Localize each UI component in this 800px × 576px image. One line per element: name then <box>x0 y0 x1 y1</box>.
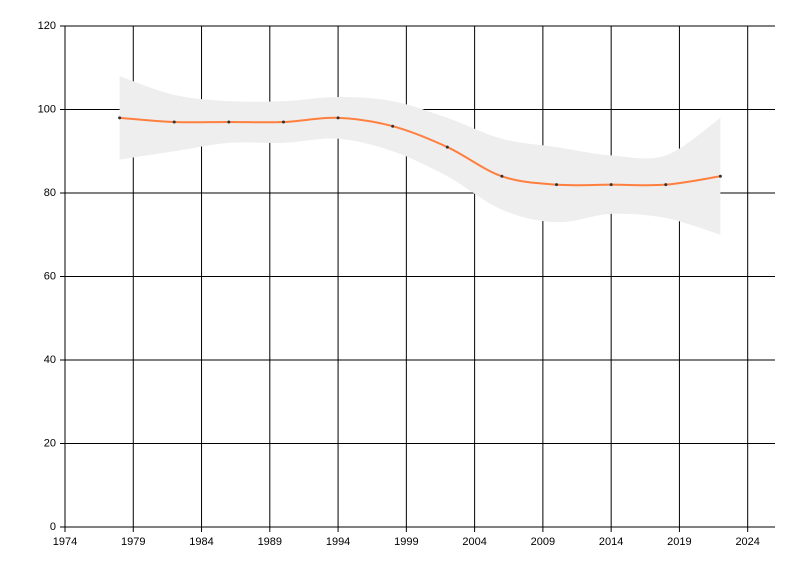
point <box>336 116 340 120</box>
point <box>500 174 504 178</box>
point <box>118 116 122 120</box>
x-tick-label: 1974 <box>53 536 77 548</box>
y-tick-label: 0 <box>50 521 56 533</box>
x-tick-label: 1994 <box>326 536 350 548</box>
y-tick-label: 120 <box>38 20 56 32</box>
x-tick-label: 2024 <box>735 536 759 548</box>
point <box>172 120 176 124</box>
point <box>281 120 285 124</box>
x-tick-label: 2004 <box>462 536 486 548</box>
x-tick-label: 1984 <box>189 536 213 548</box>
x-tick-label: 1999 <box>394 536 418 548</box>
y-tick-label: 80 <box>44 187 56 199</box>
x-tick-label: 2009 <box>531 536 555 548</box>
point <box>664 183 668 187</box>
series-line <box>119 116 721 187</box>
point <box>609 183 613 187</box>
y-tick-label: 60 <box>44 270 56 282</box>
x-tick-label: 1979 <box>121 536 145 548</box>
x-tick-label: 2019 <box>667 536 691 548</box>
y-tick-label: 100 <box>38 103 56 115</box>
y-tick-label: 40 <box>44 354 56 366</box>
x-tick-label: 1989 <box>258 536 282 548</box>
point <box>445 145 449 149</box>
point <box>227 120 231 124</box>
x-tick-label: 2014 <box>599 536 623 548</box>
confidence-band <box>119 76 721 235</box>
point <box>555 183 559 187</box>
y-tick-label: 20 <box>44 437 56 449</box>
point <box>391 124 395 128</box>
point <box>718 174 722 178</box>
